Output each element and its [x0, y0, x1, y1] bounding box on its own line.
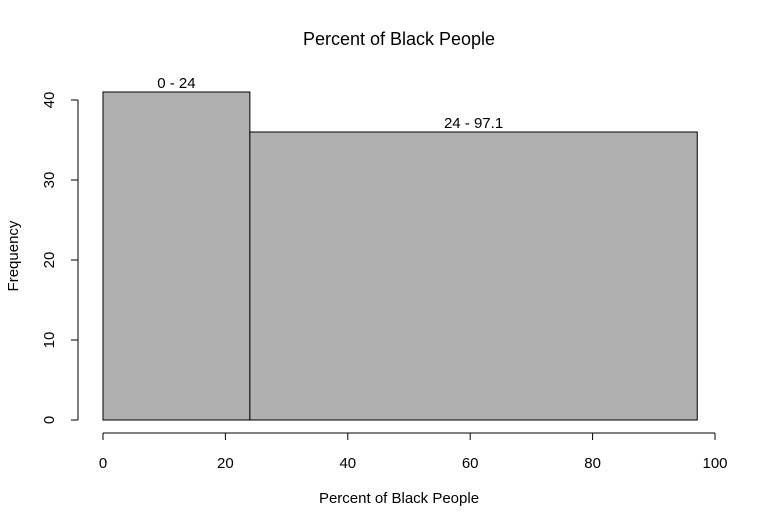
x-tick-label: 60 — [462, 455, 479, 472]
y-tick-label: 0 — [41, 416, 58, 424]
bar-1 — [249, 131, 698, 421]
x-tick-label: 0 — [99, 455, 107, 472]
x-axis: 0 20 40 60 80 100 — [99, 432, 728, 472]
x-tick-label: 100 — [702, 455, 727, 472]
y-tick-label: 30 — [41, 172, 58, 189]
y-tick-label: 20 — [41, 252, 58, 269]
bar-0 — [102, 91, 251, 421]
y-axis-label: Frequency — [5, 220, 22, 291]
x-tick-label: 20 — [217, 455, 234, 472]
y-tick-label: 40 — [41, 92, 58, 109]
x-axis-label: Percent of Black People — [319, 490, 479, 507]
bar-label-0: 0 - 24 — [157, 75, 195, 92]
chart-title: Percent of Black People — [303, 29, 495, 49]
x-tick-label: 40 — [339, 455, 356, 472]
y-axis: 0 10 20 30 40 — [41, 92, 79, 424]
bar-label-1: 24 - 97.1 — [444, 115, 503, 132]
bars-group: 0 - 24 24 - 97.1 — [102, 75, 698, 421]
x-tick-label: 80 — [584, 455, 601, 472]
y-tick-label: 10 — [41, 332, 58, 349]
